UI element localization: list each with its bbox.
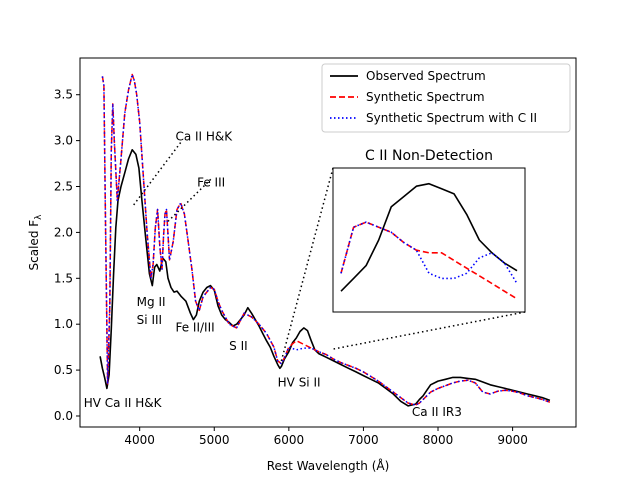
y-tick-label: 2.0 xyxy=(54,225,73,239)
legend-label-1: Synthetic Spectrum xyxy=(366,90,485,104)
annotation-label: Fe III xyxy=(197,176,225,190)
inset-synthetic-line xyxy=(340,221,518,300)
inset-connector-line xyxy=(280,167,334,362)
inset-group: C II Non-Detection xyxy=(280,148,526,362)
x-tick-label: 5000 xyxy=(199,433,230,447)
y-tick-label: 1.5 xyxy=(54,271,73,285)
x-tick-label: 7000 xyxy=(348,433,379,447)
annotation-label: Fe II/III xyxy=(175,321,214,335)
annotation-label: S II xyxy=(229,339,248,353)
inset-title: C II Non-Detection xyxy=(365,148,493,164)
y-tick-label: 1.0 xyxy=(54,317,73,331)
y-tick-label: 3.5 xyxy=(54,88,73,102)
y-tick-label: 3.0 xyxy=(54,134,73,148)
legend: Observed Spectrum Synthetic Spectrum Synth… xyxy=(321,63,571,133)
x-tick-label: 8000 xyxy=(423,433,454,447)
x-tick-label: 6000 xyxy=(274,433,305,447)
y-tick-label: 0.0 xyxy=(54,409,73,423)
annotation-label: Si III xyxy=(137,313,162,327)
x-axis-label: Rest Wavelength (Å) xyxy=(267,458,390,473)
inset-connector-line xyxy=(333,311,526,350)
y-tick-label: 0.5 xyxy=(54,363,73,377)
y-tick-label: 2.5 xyxy=(54,180,73,194)
x-tick-label: 9000 xyxy=(497,433,528,447)
annotation-label: HV Si II xyxy=(278,376,321,390)
series-group xyxy=(99,73,551,407)
annotation-label: Mg II xyxy=(137,295,166,309)
legend-box xyxy=(321,63,571,133)
plot-area: 4000 5000 6000 7000 8000 9000 0.0 0.5 1.0 1.5 2.0 2… xyxy=(27,57,577,473)
x-tick-label: 4000 xyxy=(124,433,155,447)
y-axis-label: Scaled Fλ xyxy=(27,214,44,271)
inset-observed-line xyxy=(340,182,518,292)
inset-frame xyxy=(332,167,526,313)
annotation-label: Ca II IR3 xyxy=(412,405,462,419)
series-line-0 xyxy=(99,149,551,407)
axes-frame xyxy=(79,57,577,428)
callout-line xyxy=(167,176,214,222)
annotations-group: Ca II H&K Fe III Mg II Si III Fe II/III S II H… xyxy=(84,130,462,419)
annotation-label: HV Ca II H&K xyxy=(84,396,163,410)
legend-label-2: Synthetic Spectrum with C II xyxy=(366,111,537,125)
series-line-2 xyxy=(101,73,551,406)
annotation-label: Ca II H&K xyxy=(175,130,233,144)
callout-line xyxy=(133,141,182,206)
legend-label-0: Observed Spectrum xyxy=(366,69,486,83)
y-axis-label-subscript: λ xyxy=(34,214,44,220)
